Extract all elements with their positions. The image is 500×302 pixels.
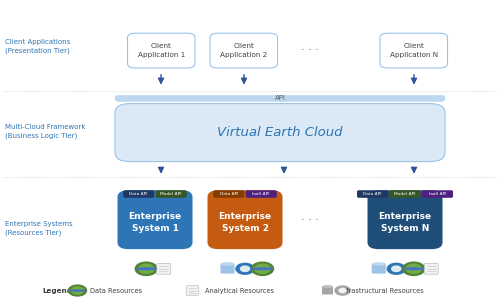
Circle shape bbox=[392, 266, 401, 271]
Circle shape bbox=[255, 264, 270, 273]
Circle shape bbox=[240, 266, 250, 271]
Circle shape bbox=[139, 264, 154, 273]
Ellipse shape bbox=[135, 267, 157, 270]
FancyBboxPatch shape bbox=[157, 263, 171, 274]
Circle shape bbox=[72, 287, 84, 294]
FancyBboxPatch shape bbox=[186, 286, 199, 295]
Text: Data API: Data API bbox=[130, 192, 148, 196]
Ellipse shape bbox=[220, 262, 234, 266]
FancyBboxPatch shape bbox=[368, 190, 442, 249]
Circle shape bbox=[335, 286, 350, 295]
Text: Client
Application 1: Client Application 1 bbox=[138, 43, 185, 58]
FancyBboxPatch shape bbox=[118, 190, 192, 249]
Text: Enterprise Systems
(Resources Tier): Enterprise Systems (Resources Tier) bbox=[5, 220, 72, 236]
FancyBboxPatch shape bbox=[422, 190, 453, 198]
Text: Infrastructural Resources: Infrastructural Resources bbox=[340, 288, 423, 294]
Circle shape bbox=[406, 264, 421, 273]
FancyBboxPatch shape bbox=[208, 190, 282, 249]
Text: API: API bbox=[274, 95, 285, 101]
Ellipse shape bbox=[68, 289, 86, 292]
Text: Client
Application 2: Client Application 2 bbox=[220, 43, 268, 58]
FancyBboxPatch shape bbox=[156, 190, 187, 198]
Text: Enterprise
System N: Enterprise System N bbox=[378, 212, 432, 233]
FancyBboxPatch shape bbox=[390, 190, 420, 198]
Text: Client Applications
(Presentation Tier): Client Applications (Presentation Tier) bbox=[5, 39, 70, 54]
FancyBboxPatch shape bbox=[372, 264, 386, 274]
FancyBboxPatch shape bbox=[380, 33, 448, 68]
Circle shape bbox=[402, 262, 424, 275]
Text: Multi-Cloud Framework
(Business Logic Tier): Multi-Cloud Framework (Business Logic Ti… bbox=[5, 124, 86, 139]
Ellipse shape bbox=[372, 262, 386, 266]
FancyBboxPatch shape bbox=[128, 33, 195, 68]
FancyBboxPatch shape bbox=[220, 264, 234, 274]
Circle shape bbox=[339, 288, 346, 293]
FancyBboxPatch shape bbox=[424, 263, 438, 274]
Text: Client
Application N: Client Application N bbox=[390, 43, 438, 58]
Ellipse shape bbox=[402, 267, 424, 270]
Text: Enterprise
System 2: Enterprise System 2 bbox=[218, 212, 272, 233]
Text: IaaS API: IaaS API bbox=[252, 192, 270, 196]
FancyBboxPatch shape bbox=[246, 190, 277, 198]
Circle shape bbox=[252, 262, 274, 275]
FancyBboxPatch shape bbox=[357, 190, 388, 198]
FancyBboxPatch shape bbox=[213, 190, 244, 198]
Text: Model API: Model API bbox=[394, 192, 415, 196]
Circle shape bbox=[135, 262, 157, 275]
Text: Data API: Data API bbox=[363, 192, 382, 196]
Text: Enterprise
System 1: Enterprise System 1 bbox=[128, 212, 182, 233]
Text: Data API: Data API bbox=[220, 192, 238, 196]
Text: Legend:: Legend: bbox=[42, 288, 76, 294]
Circle shape bbox=[236, 263, 254, 274]
FancyBboxPatch shape bbox=[115, 95, 445, 102]
Circle shape bbox=[68, 285, 86, 296]
Ellipse shape bbox=[322, 285, 333, 288]
Text: · · ·: · · · bbox=[301, 215, 319, 226]
Text: Analytical Resources: Analytical Resources bbox=[205, 288, 274, 294]
FancyBboxPatch shape bbox=[322, 287, 333, 294]
Text: Model API: Model API bbox=[160, 192, 182, 196]
Text: Virtual Earth Cloud: Virtual Earth Cloud bbox=[217, 126, 343, 139]
FancyBboxPatch shape bbox=[123, 190, 154, 198]
Text: · · ·: · · · bbox=[301, 45, 319, 56]
Ellipse shape bbox=[252, 267, 274, 270]
Text: IaaS API: IaaS API bbox=[429, 192, 446, 196]
Circle shape bbox=[387, 263, 405, 274]
FancyBboxPatch shape bbox=[210, 33, 278, 68]
FancyBboxPatch shape bbox=[115, 104, 445, 162]
Text: Data Resources: Data Resources bbox=[90, 288, 142, 294]
